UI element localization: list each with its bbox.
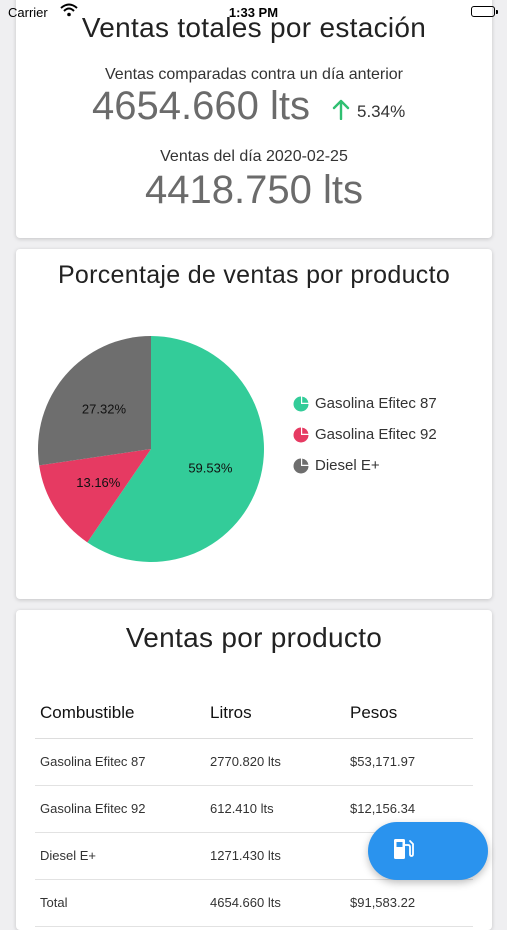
cell-liters: 4654.660 lts xyxy=(210,879,350,927)
table-row: Gasolina Efitec 87 2770.820 lts $53,171.… xyxy=(35,738,473,786)
cell-product: Gasolina Efitec 87 xyxy=(35,738,210,786)
table-row: Gasolina Efitec 92 612.410 lts $12,156.3… xyxy=(35,785,473,833)
cell-product: Diesel E+ xyxy=(35,832,210,880)
table-row-total: Total 4654.660 lts $91,583.22 xyxy=(35,879,473,927)
products-table: Combustible Litros Pesos Gasolina Efitec… xyxy=(35,688,473,927)
legend-label: Diesel E+ xyxy=(315,457,380,474)
cell-product: Gasolina Efitec 92 xyxy=(35,785,210,833)
legend-label: Gasolina Efitec 92 xyxy=(315,426,437,443)
pie-slice-2 xyxy=(38,336,152,466)
pie-card: Porcentaje de ventas por producto 59.53%… xyxy=(16,249,492,599)
legend-item: Gasolina Efitec 92 xyxy=(293,426,437,443)
pie-slice-label-2: 27.32% xyxy=(82,401,127,416)
clock: 1:33 PM xyxy=(228,5,279,20)
pie-title: Porcentaje de ventas por producto xyxy=(57,261,451,289)
pie-chart-icon xyxy=(293,396,309,411)
legend-label: Gasolina Efitec 87 xyxy=(315,395,437,412)
cell-liters: 2770.820 lts xyxy=(210,738,350,786)
cell-pesos: $91,583.22 xyxy=(350,879,473,927)
header-combustible: Combustible xyxy=(35,688,210,739)
cell-liters: 1271.430 lts xyxy=(210,832,350,880)
cell-liters: 612.410 lts xyxy=(210,785,350,833)
header-litros: Litros xyxy=(210,688,350,739)
change-percent: 5.34% xyxy=(357,102,406,121)
cell-pesos: $53,171.97 xyxy=(350,738,473,786)
pie-slice-0 xyxy=(87,336,265,562)
header-pesos: Pesos xyxy=(350,688,473,739)
arrow-up-icon xyxy=(332,98,350,125)
legend-item: Diesel E+ xyxy=(293,457,380,474)
battery-icon xyxy=(471,6,498,17)
legend-item: Gasolina Efitec 87 xyxy=(293,395,437,412)
carrier-label: Carrier xyxy=(8,5,48,20)
cell-product: Total xyxy=(35,879,210,927)
fuel-station-button[interactable] xyxy=(368,822,488,880)
table-header-row: Combustible Litros Pesos xyxy=(35,688,473,739)
products-card: Ventas por producto Combustible Litros P… xyxy=(16,610,492,930)
gas-pump-icon xyxy=(392,837,414,866)
day-value: 4418.750 lts xyxy=(145,168,363,212)
pie-chart-icon xyxy=(293,458,309,473)
products-title: Ventas por producto xyxy=(125,622,383,653)
status-bar: Carrier 1:33 PM xyxy=(0,0,507,22)
pie-slice-label-1: 13.16% xyxy=(76,475,121,490)
totals-card: Ventas totales por estación Ventas compa… xyxy=(16,0,492,238)
compare-label: Ventas comparadas contra un día anterior xyxy=(105,66,403,83)
pie-slice-1 xyxy=(39,449,152,543)
compare-value: 4654.660 lts xyxy=(92,84,310,128)
day-label: Ventas del día 2020-02-25 xyxy=(160,148,348,165)
totals-title: Ventas totales por estación xyxy=(81,12,427,43)
wifi-icon xyxy=(60,3,78,20)
pie-chart: 59.53% 13.16% 27.32% xyxy=(38,336,265,562)
pie-slice-label-0: 59.53% xyxy=(188,460,233,475)
pie-chart-icon xyxy=(293,427,309,442)
